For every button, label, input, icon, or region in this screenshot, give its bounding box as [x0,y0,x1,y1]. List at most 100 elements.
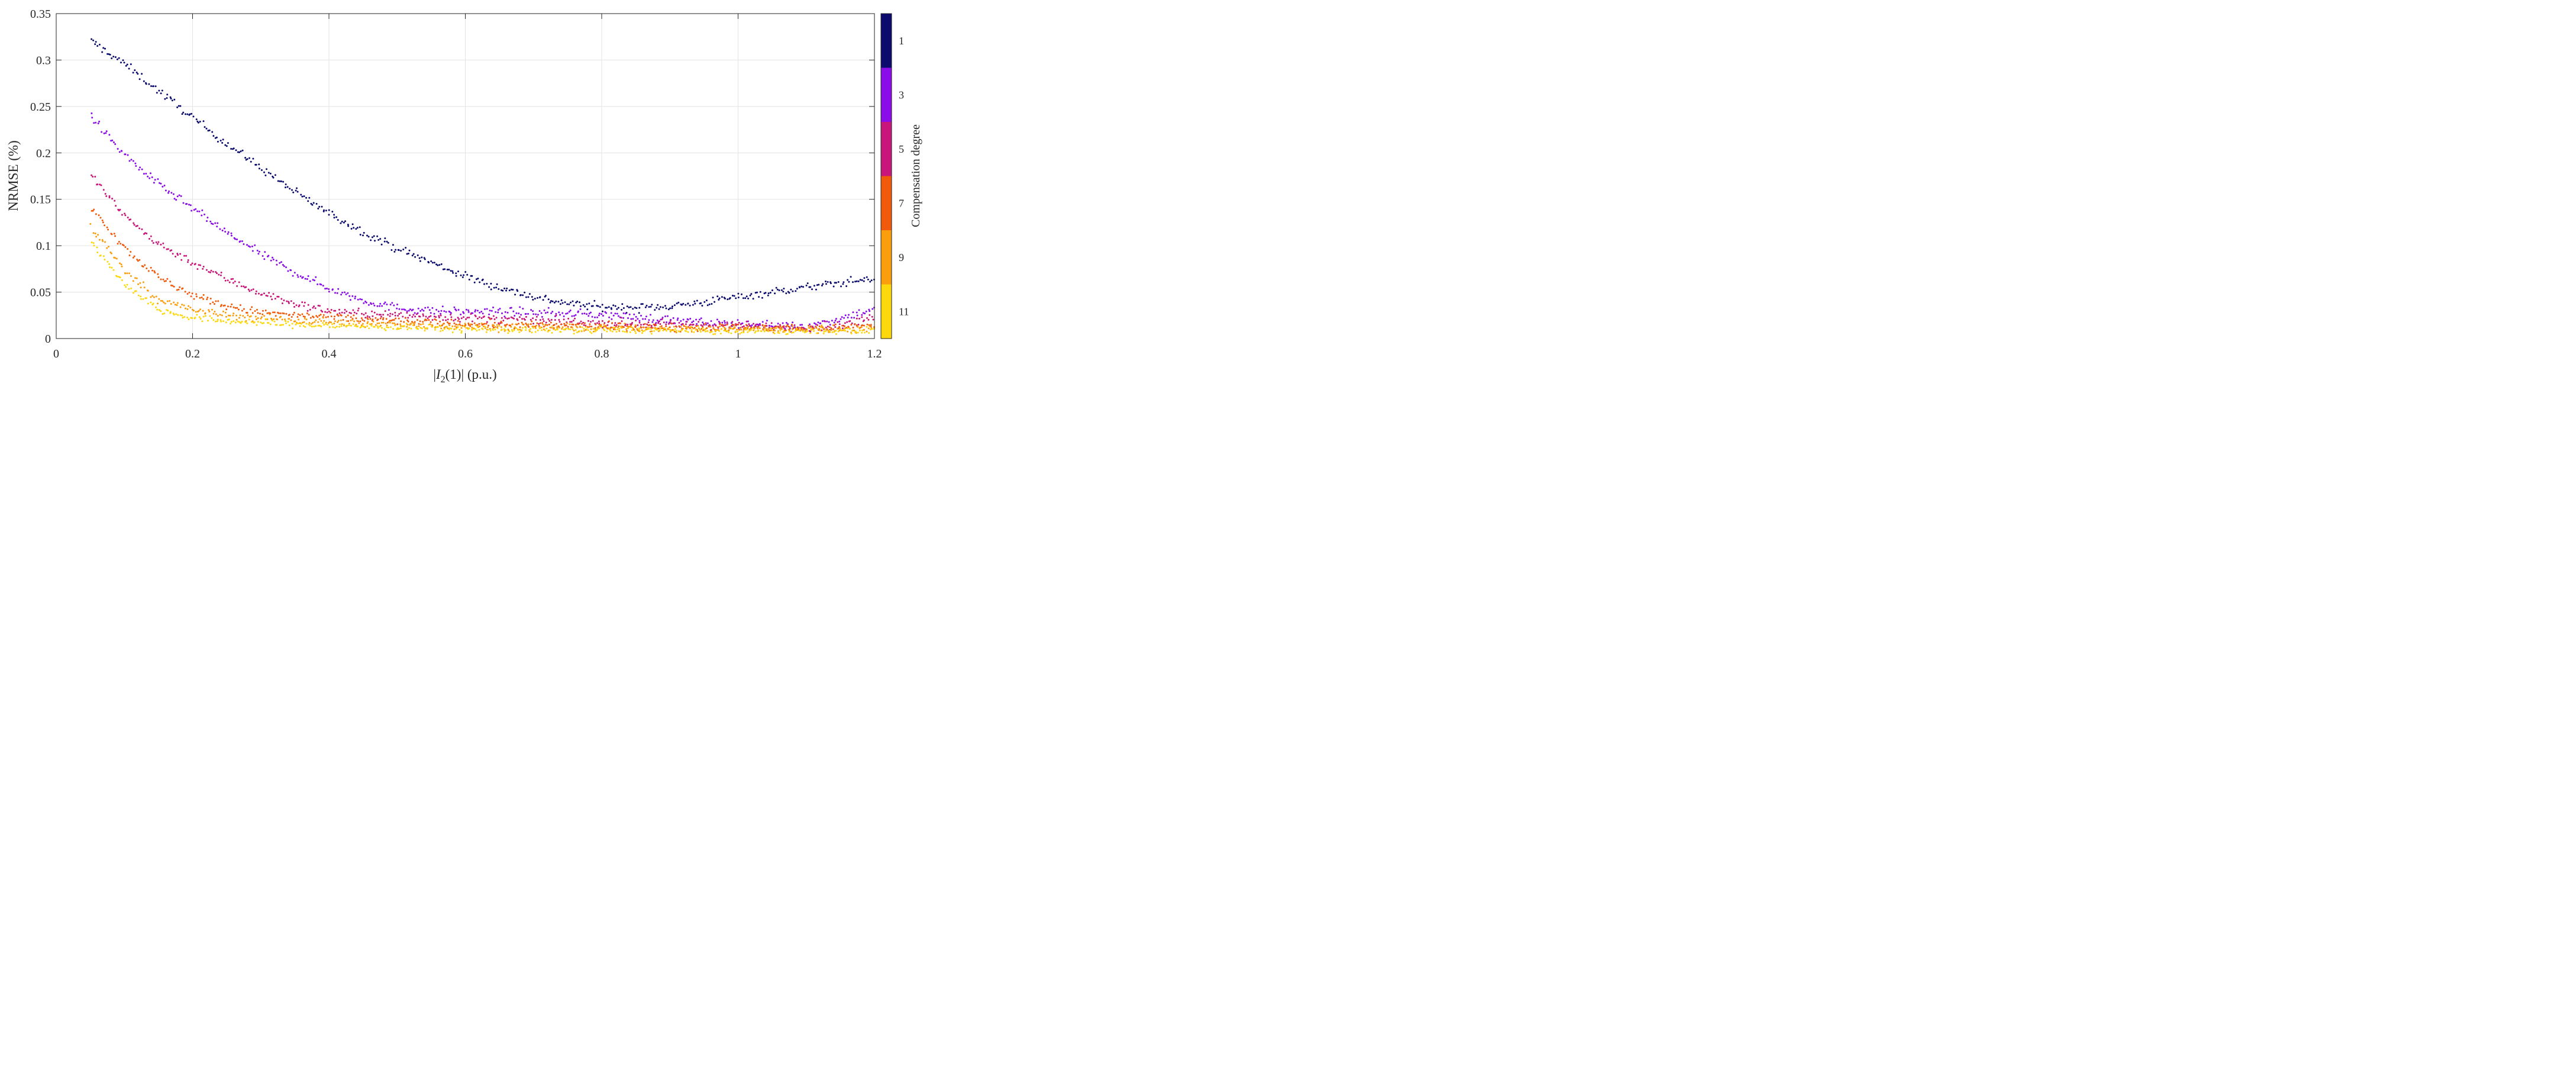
scatter-point [130,275,132,277]
scatter-point [455,327,457,330]
scatter-point [95,236,98,238]
scatter-point [726,323,728,326]
scatter-point [493,286,495,289]
scatter-point [685,323,687,326]
scatter-point [245,286,247,288]
scatter-point [328,310,330,312]
scatter-point [631,329,633,331]
scatter-point [522,308,524,310]
scatter-point [234,307,237,309]
scatter-point [162,313,164,315]
scatter-point [127,217,129,218]
scatter-point [735,297,737,299]
scatter-point [868,308,870,311]
scatter-point [862,312,864,314]
scatter-point [318,318,321,320]
scatter-point [401,308,403,311]
scatter-point [719,321,721,324]
scatter-point [586,313,587,315]
scatter-point [176,304,178,306]
scatter-point [740,331,743,334]
scatter-point [212,301,214,304]
scatter-point [155,295,157,298]
scatter-point [785,333,787,336]
scatter-point [270,295,272,298]
scatter-point [363,314,365,316]
scatter-point [219,319,222,321]
scatter-point [463,274,465,276]
scatter-point [628,326,631,328]
scatter-point [467,322,470,324]
scatter-point [124,153,127,156]
scatter-point [361,319,364,321]
scatter-point [692,320,695,323]
scatter-point [382,317,385,319]
scatter-point [553,301,556,304]
scatter-point [370,239,372,241]
scatter-point [647,324,650,327]
scatter-point [476,330,478,332]
scatter-point [596,327,599,329]
scatter-point [498,288,500,290]
scatter-point [290,269,292,272]
scatter-point [829,324,831,326]
scatter-point [344,291,346,294]
scatter-point [161,89,163,92]
scatter-point [619,322,621,324]
scatter-point [519,316,521,318]
scatter-point [702,327,704,330]
scatter-point [350,324,352,327]
scatter-point [761,297,763,299]
scatter-point [514,315,516,317]
scatter-point [652,319,654,321]
scatter-point [669,326,671,328]
scatter-point [287,321,289,323]
scatter-point [404,317,406,319]
scatter-point [199,297,201,299]
scatter-point [233,320,235,323]
scatter-point [614,322,616,324]
scatter-point [191,292,193,295]
scatter-point [653,330,656,332]
scatter-point [288,324,290,327]
scatter-point [176,195,179,198]
scatter-point [453,322,456,324]
scatter-point [121,214,123,216]
scatter-point [660,327,662,330]
scatter-point [850,332,853,334]
scatter-point [825,330,827,333]
scatter-point [576,331,578,334]
scatter-point [297,313,299,315]
scatter-point [326,288,328,289]
scatter-point [786,333,789,335]
scatter-point [450,270,452,272]
scatter-point [437,310,440,312]
scatter-point [113,233,115,235]
scatter-point [323,209,325,211]
scatter-point [675,331,677,334]
scatter-point [460,327,463,329]
scatter-point [471,275,473,277]
scatter-point [238,281,240,283]
scatter-point [271,320,273,321]
scatter-point [700,324,702,326]
scatter-point [771,329,774,331]
scatter-point [615,326,617,328]
scatter-point [158,89,160,92]
scatter-point [330,321,332,324]
scatter-point [335,326,338,328]
scatter-point [177,105,180,107]
scatter-point [809,286,812,288]
scatter-point [825,326,827,328]
scatter-point [651,330,653,333]
scatter-point [321,311,324,313]
scatter-point [249,308,251,311]
scatter-point [224,279,227,282]
scatter-point [121,265,123,268]
scatter-point [863,319,865,321]
scatter-point [606,324,609,326]
scatter-point [150,172,151,175]
scatter-point [532,317,534,320]
scatter-point [176,106,179,108]
scatter-point [412,324,414,326]
